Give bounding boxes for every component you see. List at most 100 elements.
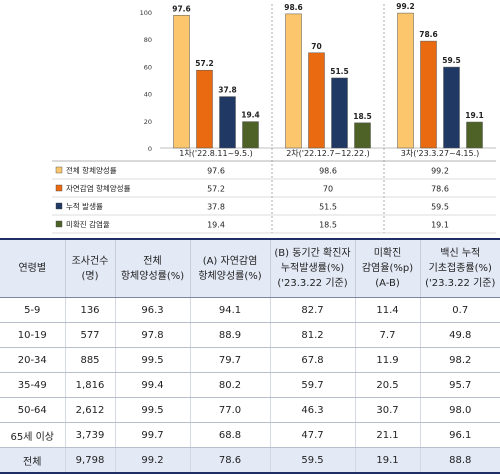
table-row: 65세 이상 3,739 99.7 68.8 47.7 21.1 96.1	[0, 422, 500, 448]
table-row: 50-64 2,612 99.5 77.0 46.3 30.7 98.0	[0, 397, 500, 423]
bar-0-0	[173, 15, 190, 149]
legend-label-2: 누적 발생률	[66, 201, 103, 211]
bar-1-2	[420, 40, 437, 149]
column-header-line: 전체	[143, 255, 162, 267]
y-tick-label-4: 80	[144, 36, 152, 44]
table-row: 10-19 577 97.8 88.9 81.2 7.7 49.8	[0, 322, 500, 348]
table-cell: 67.8	[269, 347, 355, 373]
table-cell: 99.2	[114, 447, 190, 474]
column-header-line: (B) 동기간 확진자	[274, 248, 351, 259]
table-cell: 99.7	[114, 422, 190, 448]
table-cell: 98.0	[419, 397, 500, 423]
bar-0-2	[397, 12, 414, 149]
data-label-1-0: 57.2	[195, 59, 214, 68]
table-cell: 94.1	[189, 297, 270, 323]
table-cell: 82.7	[269, 297, 355, 323]
table-value-0-0: 97.6	[207, 167, 225, 176]
data-label-3-1: 18.5	[353, 112, 372, 121]
column-header-line: ('23.3.22 기준)	[277, 278, 348, 289]
table-cell: 19.1	[354, 447, 420, 474]
table-cell: 79.7	[189, 347, 270, 373]
table-row: 5-9 136 96.3 94.1 82.7 11.4 0.7	[0, 297, 500, 323]
row-label-cell: 10-19	[0, 322, 65, 348]
row-label-cell: 5-9	[0, 297, 65, 323]
bar-3-2	[466, 121, 483, 149]
table-cell: 96.1	[419, 422, 500, 448]
column-header-line: 기초접종률(%)	[428, 263, 492, 274]
column-header-0: 연령별	[0, 238, 65, 298]
bar-2-0	[219, 96, 236, 149]
table-value-2-1: 51.5	[319, 203, 337, 212]
table-cell: 99.5	[114, 347, 190, 373]
table-cell: 59.5	[269, 447, 355, 474]
table-cell: 59.7	[269, 372, 355, 398]
table-cell: 98.2	[419, 347, 500, 373]
bar-chart: 0 20 40 60 80 100 97.6 57.2 37.8 19.4 98.6 70 51.5 18…	[52, 2, 496, 234]
table-value-2-2: 59.5	[431, 203, 449, 212]
row-label-cell: 65세 이상	[0, 422, 65, 448]
table-cell: 1,816	[64, 372, 115, 398]
column-header-line: (A) 자연감염	[202, 255, 258, 267]
table-cell: 3,739	[64, 422, 115, 448]
bar-1-0	[196, 69, 213, 149]
table-cell: 80.2	[189, 372, 270, 398]
table-cell: 95.7	[419, 372, 500, 398]
column-header-line: ('23.3.22 기준)	[425, 278, 496, 289]
bar-3-1	[354, 122, 371, 149]
table-cell: 11.4	[354, 297, 420, 323]
data-label-0-0: 97.6	[172, 4, 191, 13]
table-cell: 78.6	[189, 447, 270, 474]
legend-label-0: 전체 항체양성률	[66, 165, 117, 175]
bar-1-1	[308, 52, 325, 149]
table-cell: 99.4	[114, 372, 190, 398]
category-label-1: 2차('22.12.7~12.22.)	[286, 149, 370, 158]
data-label-2-0: 37.8	[218, 86, 237, 95]
legend-label-3: 미확진 감염율	[66, 219, 110, 229]
table-value-1-1: 70	[323, 185, 333, 194]
table-cell: 136	[64, 297, 115, 323]
data-label-3-2: 19.1	[465, 111, 484, 120]
column-header-line: 감염율(%p)	[361, 263, 414, 274]
category-label-0: 1차('22.8.11~9.5.)	[179, 149, 252, 158]
legend-swatch-0	[55, 166, 63, 174]
y-tick-label-0: 0	[148, 145, 152, 153]
row-label-cell: 전체	[0, 447, 65, 474]
table-cell: 9,798	[64, 447, 115, 474]
table-cell: 88.8	[419, 447, 500, 474]
table-cell: 81.2	[269, 322, 355, 348]
legend-label-1: 자연감염 항체양성률	[66, 183, 131, 193]
bar-0-1	[285, 13, 302, 149]
table-row: 35-49 1,816 99.4 80.2 59.7 20.5 95.7	[0, 372, 500, 398]
table-cell: 577	[64, 322, 115, 348]
column-header-line: 미확진	[373, 248, 402, 259]
table-cell: 21.1	[354, 422, 420, 448]
legend-swatch-2	[55, 202, 63, 210]
y-tick-label-1: 20	[144, 118, 152, 126]
table-value-0-2: 99.2	[431, 167, 449, 176]
bar-3-0	[242, 121, 259, 149]
data-label-2-2: 59.5	[442, 56, 461, 65]
age-group-table: 연령별 조사건수 (명) 전체 항체양성률(%) (A) 자연감염 항체양성률(%) (B) …	[0, 238, 500, 474]
table-cell: 68.8	[189, 422, 270, 448]
table-value-1-2: 78.6	[431, 185, 449, 194]
data-label-0-1: 98.6	[284, 3, 303, 12]
column-header-4: (B) 동기간 확진자 누적발생률(%) ('23.3.22 기준)	[269, 238, 355, 298]
column-header-line: 백신 누적	[440, 248, 481, 259]
table-cell: 0.7	[419, 297, 500, 323]
table-cell: 88.9	[189, 322, 270, 348]
table-cell: 46.3	[269, 397, 355, 423]
table-cell: 96.3	[114, 297, 190, 323]
table-value-3-0: 19.4	[207, 221, 225, 230]
row-label-cell: 35-49	[0, 372, 65, 398]
column-header-line: (A-B)	[375, 278, 400, 289]
y-tick-label-3: 60	[144, 63, 152, 71]
legend-swatch-3	[55, 220, 63, 228]
table-value-0-1: 98.6	[319, 167, 337, 176]
table-value-2-0: 37.8	[207, 203, 225, 212]
row-label-cell: 50-64	[0, 397, 65, 423]
data-label-1-2: 78.6	[419, 30, 438, 39]
legend-swatch-1	[55, 184, 63, 192]
total-row: 전체 9,798 99.2 78.6 59.5 19.1 88.8	[0, 447, 500, 474]
